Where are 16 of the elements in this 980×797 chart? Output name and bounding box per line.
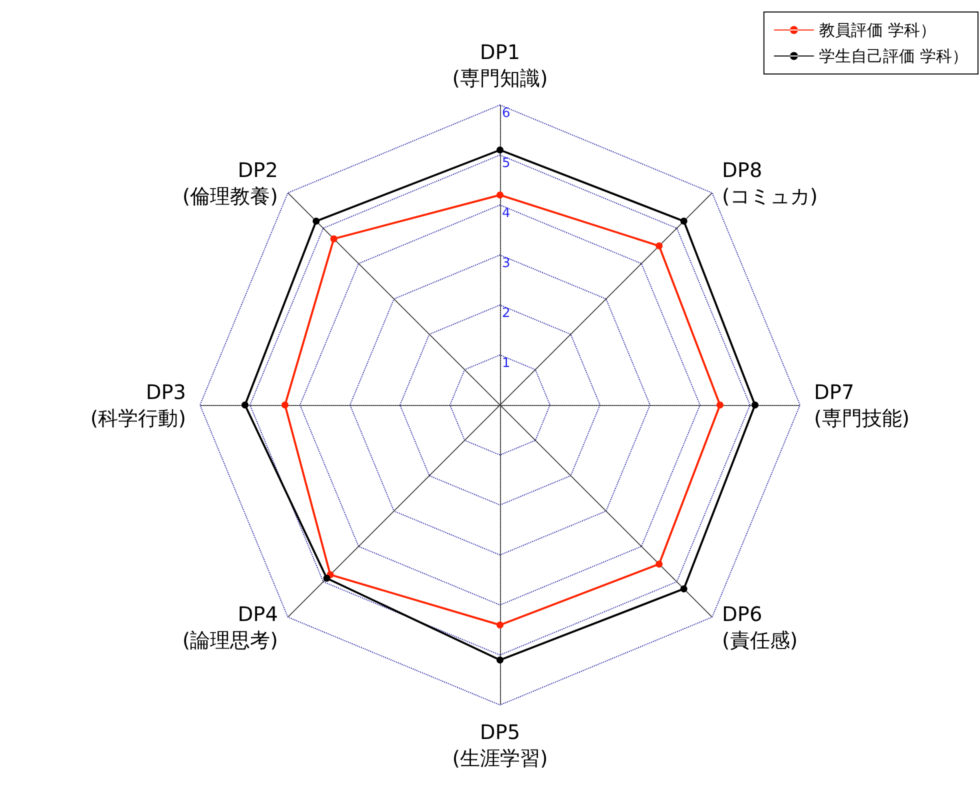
legend-label: 学生自己評価 学科）: [818, 46, 968, 66]
spoke-label: DP1 (専門知識): [452, 40, 548, 90]
spoke-label: DP8 (コミュカ): [722, 158, 818, 208]
y-tick-label: 3: [502, 256, 510, 271]
spoke-label: DP5 (生涯学習): [452, 720, 548, 770]
y-tick-label: 1: [502, 356, 510, 371]
spoke-label: DP7 (専門技能): [814, 380, 910, 430]
y-tick-label: 6: [502, 106, 510, 121]
spoke-label: DP3 (科学行動): [90, 380, 186, 430]
spoke-label: DP2 (倫理教養): [182, 158, 278, 208]
spoke-label: DP4 (論理思考): [182, 602, 278, 652]
y-tick-label: 4: [502, 206, 510, 221]
spoke-label: DP6 (責任感): [722, 602, 798, 652]
y-tick-label: 5: [502, 156, 510, 171]
y-tick-label: 2: [502, 306, 510, 321]
legend-label: 教員評価 学科）: [818, 20, 936, 40]
